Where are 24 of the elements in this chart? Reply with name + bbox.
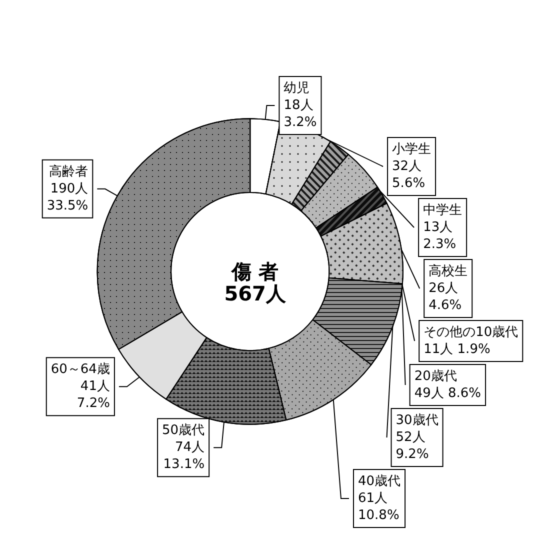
data-label: 190人 33.5% <box>46 181 88 214</box>
data-label: 13人 2.3% <box>423 220 456 252</box>
data-label: 41人 7.2% <box>76 379 110 412</box>
data-label: 49人 8.6% <box>414 386 482 401</box>
slice-label: その他の10歳代 <box>424 325 518 340</box>
data-label: 52人 9.2% <box>396 430 429 462</box>
slice-label: 高校生 <box>428 263 468 279</box>
slice-label: 中学生 <box>423 203 462 218</box>
data-label: 11人 1.9% <box>424 342 490 357</box>
slice-label: 40歳代 <box>358 474 401 489</box>
slice-label: 60～64歳 <box>50 362 110 378</box>
slice-label: 20歳代 <box>414 369 457 384</box>
text: 567人 <box>224 282 287 306</box>
slice-label: 30歳代 <box>396 413 438 428</box>
slice-label: 50歳代 <box>162 423 205 438</box>
slice-label: 高齢者 <box>49 163 88 180</box>
data-label: 61人 10.8% <box>358 491 400 523</box>
slice-label: 幼児 <box>284 81 310 96</box>
data-label: 32人 5.6% <box>392 159 426 191</box>
text: 傷 者 <box>230 260 279 284</box>
data-label: 18人 3.2% <box>284 98 317 130</box>
data-label: 26人 4.6% <box>428 281 462 313</box>
data-label: 74人 13.1% <box>163 440 205 472</box>
slice-label: 小学生 <box>392 142 432 157</box>
